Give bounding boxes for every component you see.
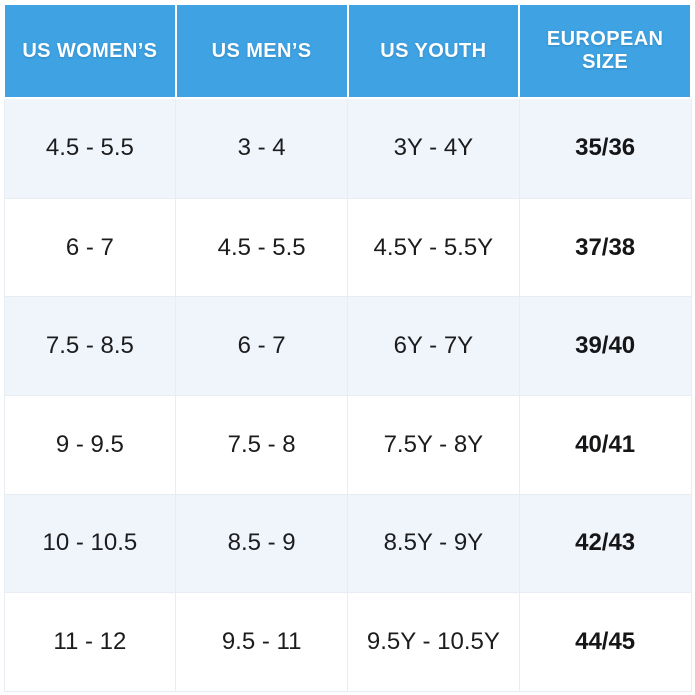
column-header-us-youth: US YOUTH: [346, 3, 521, 99]
cell-us-youth: 3Y - 4Y: [347, 97, 520, 199]
cell-us-mens: 6 - 7: [175, 296, 348, 397]
cell-european-size: 44/45: [518, 592, 692, 692]
column-header-us-mens: US MEN’S: [174, 3, 349, 99]
size-conversion-table: US WOMEN’S US MEN’S US YOUTH EUROPEAN SI…: [3, 3, 692, 692]
cell-european-size: 39/40: [518, 296, 692, 397]
cell-us-mens: 4.5 - 5.5: [175, 197, 348, 298]
cell-european-size: 42/43: [518, 493, 692, 594]
table-header: US WOMEN’S US MEN’S US YOUTH EUROPEAN SI…: [3, 3, 692, 99]
cell-us-mens: 3 - 4: [175, 97, 348, 199]
header-row: US WOMEN’S US MEN’S US YOUTH EUROPEAN SI…: [3, 3, 692, 99]
cell-us-womens: 6 - 7: [3, 197, 177, 298]
cell-us-youth: 7.5Y - 8Y: [347, 395, 520, 495]
table-body: 4.5 - 5.5 3 - 4 3Y - 4Y 35/36 6 - 7 4.5 …: [3, 97, 692, 692]
cell-european-size: 35/36: [518, 97, 692, 199]
cell-us-youth: 6Y - 7Y: [347, 296, 520, 397]
table-row: 6 - 7 4.5 - 5.5 4.5Y - 5.5Y 37/38: [3, 197, 692, 298]
table-row: 4.5 - 5.5 3 - 4 3Y - 4Y 35/36: [3, 97, 692, 199]
column-header-european-size: EUROPEAN SIZE: [518, 3, 692, 99]
cell-us-womens: 10 - 10.5: [3, 493, 177, 594]
cell-us-womens: 4.5 - 5.5: [3, 97, 177, 199]
cell-us-mens: 7.5 - 8: [175, 395, 348, 495]
cell-us-mens: 8.5 - 9: [175, 493, 348, 594]
cell-us-youth: 8.5Y - 9Y: [347, 493, 520, 594]
cell-us-womens: 11 - 12: [3, 592, 177, 692]
cell-us-womens: 7.5 - 8.5: [3, 296, 177, 397]
cell-us-youth: 9.5Y - 10.5Y: [347, 592, 520, 692]
cell-us-womens: 9 - 9.5: [3, 395, 177, 495]
cell-european-size: 40/41: [518, 395, 692, 495]
table-row: 11 - 12 9.5 - 11 9.5Y - 10.5Y 44/45: [3, 592, 692, 692]
table-row: 9 - 9.5 7.5 - 8 7.5Y - 8Y 40/41: [3, 395, 692, 495]
cell-us-mens: 9.5 - 11: [175, 592, 348, 692]
table-row: 7.5 - 8.5 6 - 7 6Y - 7Y 39/40: [3, 296, 692, 397]
cell-european-size: 37/38: [518, 197, 692, 298]
column-header-us-womens: US WOMEN’S: [3, 3, 177, 99]
cell-us-youth: 4.5Y - 5.5Y: [347, 197, 520, 298]
table-row: 10 - 10.5 8.5 - 9 8.5Y - 9Y 42/43: [3, 493, 692, 594]
